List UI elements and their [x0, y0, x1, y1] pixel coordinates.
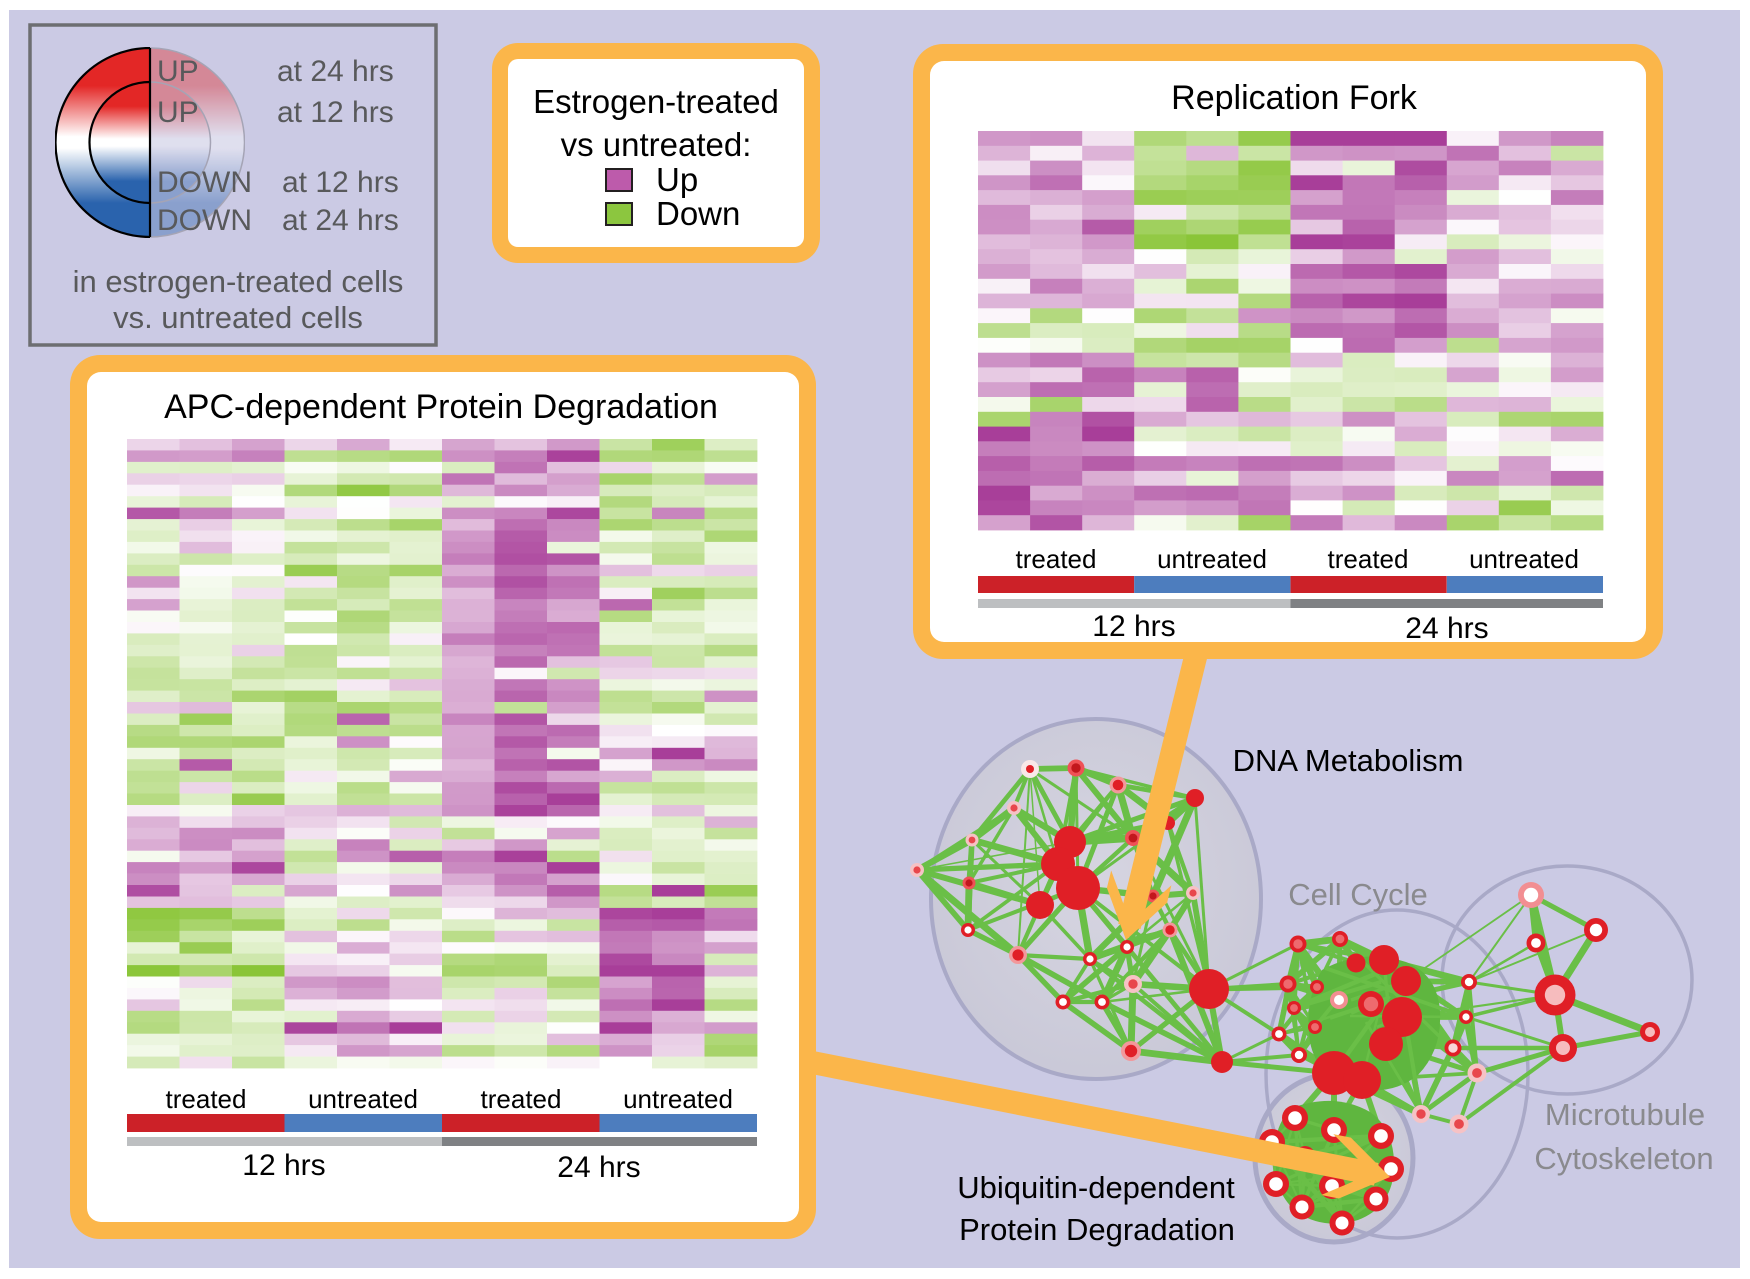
- svg-text:vs untreated:: vs untreated:: [561, 126, 752, 163]
- svg-text:untreated: untreated: [1469, 544, 1579, 574]
- svg-text:24 hrs: 24 hrs: [1405, 612, 1488, 645]
- svg-text:12 hrs: 12 hrs: [242, 1149, 325, 1182]
- svg-text:treated: treated: [166, 1084, 247, 1114]
- svg-text:Cytoskeleton: Cytoskeleton: [1534, 1141, 1713, 1176]
- svg-text:treated: treated: [1328, 544, 1409, 574]
- svg-text:DOWN: DOWN: [157, 166, 252, 199]
- svg-text:24 hrs: 24 hrs: [557, 1151, 640, 1184]
- svg-text:UP: UP: [157, 96, 199, 129]
- svg-text:Down: Down: [656, 195, 740, 232]
- svg-text:Microtubule: Microtubule: [1545, 1097, 1705, 1132]
- svg-text:APC-dependent Protein Degradat: APC-dependent Protein Degradation: [164, 388, 718, 426]
- svg-text:untreated: untreated: [623, 1084, 733, 1114]
- svg-text:in estrogen-treated cells: in estrogen-treated cells: [73, 264, 404, 299]
- svg-text:Replication Fork: Replication Fork: [1171, 79, 1418, 117]
- svg-text:Up: Up: [656, 161, 698, 198]
- svg-text:at 24 hrs: at 24 hrs: [282, 204, 399, 237]
- svg-text:Cell Cycle: Cell Cycle: [1288, 877, 1428, 912]
- svg-text:treated: treated: [1016, 544, 1097, 574]
- svg-text:Ubiquitin-dependent: Ubiquitin-dependent: [957, 1170, 1235, 1205]
- svg-text:DOWN: DOWN: [157, 204, 252, 237]
- svg-text:at 24 hrs: at 24 hrs: [277, 55, 394, 88]
- svg-text:Protein Degradation: Protein Degradation: [959, 1212, 1235, 1247]
- svg-text:vs. untreated cells: vs. untreated cells: [113, 300, 363, 335]
- svg-text:DNA Metabolism: DNA Metabolism: [1233, 743, 1464, 778]
- svg-text:UP: UP: [157, 55, 199, 88]
- svg-text:Estrogen-treated: Estrogen-treated: [533, 83, 779, 120]
- svg-text:treated: treated: [481, 1084, 562, 1114]
- svg-text:untreated: untreated: [308, 1084, 418, 1114]
- svg-text:untreated: untreated: [1157, 544, 1267, 574]
- svg-text:at 12 hrs: at 12 hrs: [277, 96, 394, 129]
- svg-text:at 12 hrs: at 12 hrs: [282, 166, 399, 199]
- svg-text:12 hrs: 12 hrs: [1092, 610, 1175, 643]
